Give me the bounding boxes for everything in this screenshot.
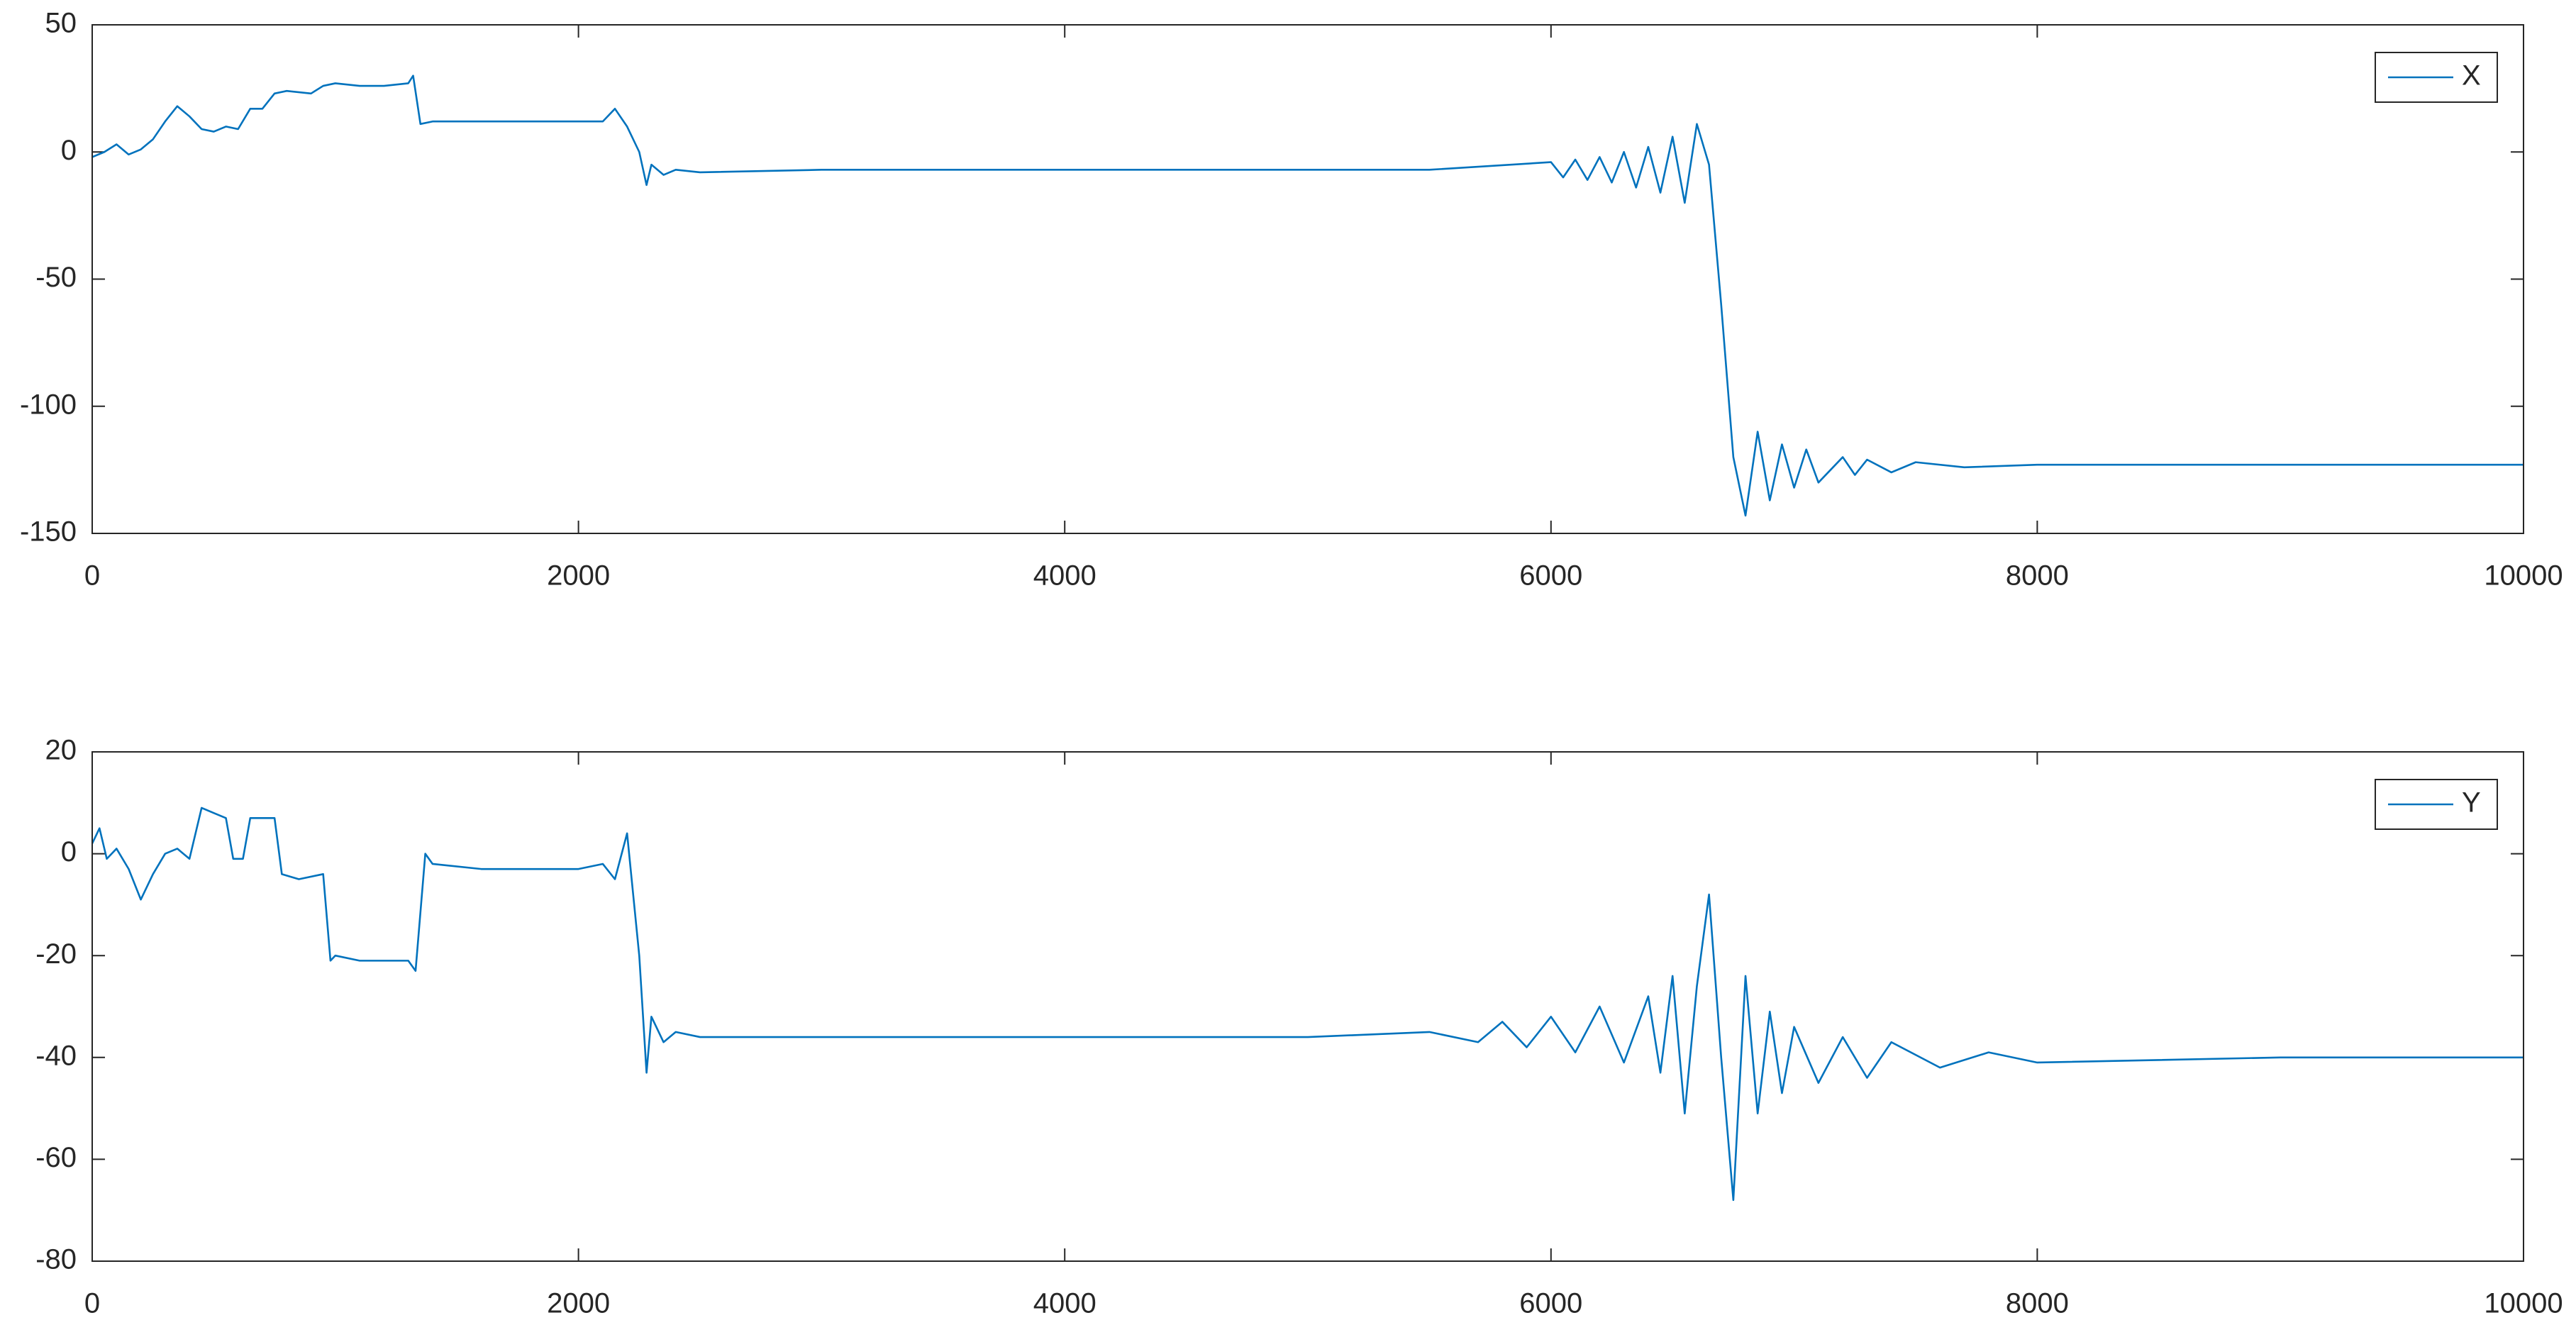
data-line (92, 806, 2524, 1202)
axes-frame (91, 751, 2524, 1262)
y-tick-label: -60 (35, 1142, 77, 1173)
x-tick-label: 8000 (2006, 560, 2069, 592)
legend-label: X (2462, 60, 2481, 92)
y-tick-label: 20 (45, 735, 77, 766)
y-tick-label: -150 (20, 516, 77, 548)
x-tick-label: 0 (84, 560, 100, 592)
x-tick-label: 4000 (1033, 560, 1097, 592)
data-line (92, 74, 2524, 517)
y-tick-label: -80 (35, 1244, 77, 1275)
y-tick-label: 50 (45, 8, 77, 39)
y-tick-label: -100 (20, 389, 77, 420)
x-tick-label: 2000 (547, 560, 610, 592)
x-tick-label: 6000 (1519, 560, 1582, 592)
x-tick-label: 2000 (547, 1288, 610, 1319)
axes-background (92, 752, 2524, 1261)
x-tick-label: 8000 (2006, 1288, 2069, 1319)
y-tick-label: -20 (35, 938, 77, 970)
axes-frame (91, 24, 2524, 534)
legend-label: Y (2462, 787, 2481, 819)
y-tick-label: -50 (35, 262, 77, 293)
y-tick-label: -40 (35, 1040, 77, 1071)
y-tick-label: 0 (61, 135, 77, 166)
y-tick-label: 0 (61, 836, 77, 867)
axes-background (92, 25, 2524, 533)
x-tick-label: 4000 (1033, 1288, 1097, 1319)
x-tick-label: 10000 (2484, 560, 2563, 592)
x-tick-label: 6000 (1519, 1288, 1582, 1319)
x-tick-label: 0 (84, 1288, 100, 1319)
x-tick-label: 10000 (2484, 1288, 2563, 1319)
